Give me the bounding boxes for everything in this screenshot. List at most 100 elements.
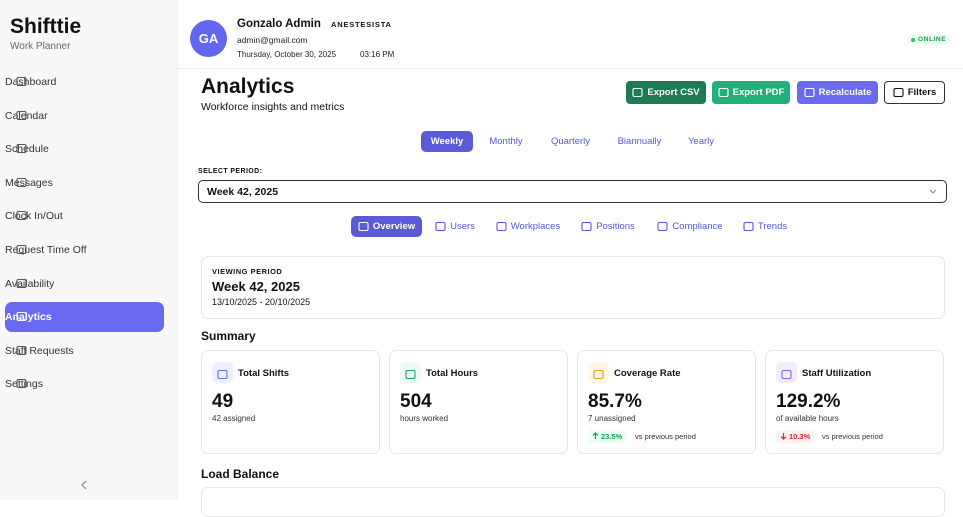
icon [16, 144, 27, 154]
view-tab[interactable]: Overview [351, 216, 422, 237]
icon [16, 278, 27, 288]
icon [804, 87, 815, 98]
load-card [201, 487, 945, 517]
icon [593, 369, 604, 380]
button-label: Export PDF [732, 87, 785, 98]
nav-label: Clock In/Out [5, 210, 63, 223]
period-select[interactable]: Week 42, 2025 [198, 180, 947, 203]
nav-item[interactable]: Settings [5, 369, 164, 399]
icon [217, 369, 228, 380]
date: Thursday, October 30, 2025 [237, 50, 337, 59]
icon [16, 312, 27, 322]
stat-card: Total Hours 504 hours worked [389, 350, 568, 454]
nav-item[interactable]: Staff Requests [5, 336, 164, 366]
period-tab[interactable]: Weekly [421, 131, 473, 152]
view-tab[interactable]: Workplaces [490, 216, 566, 237]
icon [16, 76, 27, 87]
icon [435, 221, 446, 232]
user-role: ANESTESISTA [331, 20, 392, 29]
period-tab[interactable]: Quarterly [550, 136, 591, 147]
brand-subtitle: Work Planner [10, 41, 71, 52]
card-note: of available hours [776, 414, 839, 423]
icon [16, 110, 27, 120]
tab-label: Positions [596, 221, 635, 232]
tab-label: Overview [372, 221, 416, 232]
user-name: Gonzalo Admin [237, 18, 321, 30]
tab-label: Workplaces [510, 221, 561, 232]
button-label: Filters [907, 87, 937, 98]
nav-label: Analytics [5, 311, 52, 324]
stat-card: Staff Utilization 129.2% of available hour… [765, 350, 944, 454]
view-tab[interactable]: Compliance [651, 216, 729, 237]
icon [358, 221, 369, 232]
tab-label: Trends [757, 221, 788, 232]
button-label: Export CSV [647, 87, 700, 98]
action-button[interactable]: Filters [884, 81, 945, 104]
view-tab[interactable]: Users [430, 216, 480, 237]
icon [893, 87, 904, 98]
icon [657, 221, 668, 232]
nav-item[interactable]: Analytics [5, 302, 164, 333]
page-title: Analytics [201, 75, 295, 98]
icon [16, 177, 27, 187]
nav-item[interactable]: Request Time Off [5, 235, 164, 265]
card-title: Total Hours [426, 368, 479, 379]
nav-item[interactable]: Calendar [5, 101, 164, 131]
viewing-label: VIEWING PERIOD [212, 267, 283, 276]
icon [16, 345, 27, 355]
change-value: 10.3% [789, 432, 811, 441]
nav-label: Schedule [5, 143, 49, 156]
header: GA Gonzalo Admin ANESTESISTA admin@gmail… [178, 0, 963, 69]
status-badge: ONLINE [908, 34, 951, 45]
change-badge: 10.3% [776, 430, 815, 443]
card-icon [212, 362, 233, 383]
icon [581, 221, 592, 232]
change-badge: 23.5% [588, 430, 627, 443]
arrow [592, 431, 601, 442]
action-button[interactable]: Export PDF [712, 81, 790, 104]
icon [781, 369, 792, 380]
icon [16, 379, 27, 389]
card-value: 85.7% [588, 391, 642, 412]
icon [718, 87, 729, 98]
nav-item[interactable]: Dashboard [5, 67, 164, 97]
tab-label: Compliance [672, 221, 723, 232]
card-note: 7 unassigned [588, 414, 636, 423]
nav-item[interactable]: Messages [5, 168, 164, 198]
section-title: Load Balance [201, 467, 280, 481]
collapse-button[interactable] [80, 480, 88, 490]
nav-item[interactable]: Availability [5, 269, 164, 299]
button-label: Recalculate [818, 87, 872, 98]
app: Shifttie Work Planner Dashboard Calendar S… [5, 0, 963, 517]
card-note: hours worked [400, 414, 449, 423]
period-tab[interactable]: Biannually [617, 136, 662, 147]
nav-item[interactable]: Schedule [5, 134, 164, 164]
viewing-name: Week 42, 2025 [212, 279, 300, 294]
nav-label: Availability [5, 277, 55, 290]
period-tab[interactable]: Monthly [489, 136, 523, 147]
nav-item[interactable]: Clock In/Out [5, 201, 164, 231]
user-email: admin@gmail.com [237, 35, 308, 45]
action-button[interactable]: Recalculate [797, 81, 878, 104]
card-value: 504 [400, 391, 432, 412]
viewing-range: 13/10/2025 - 20/10/2025 [212, 297, 311, 307]
card-icon [588, 362, 609, 383]
change-value: 23.5% [601, 432, 623, 441]
arrow [780, 432, 789, 442]
change-note: vs previous period [635, 432, 696, 441]
nav-label: Settings [5, 378, 43, 391]
section-title: Summary [201, 329, 256, 343]
action-button[interactable]: Export CSV [626, 81, 706, 104]
view-tab[interactable]: Trends [737, 216, 793, 237]
tab-label: Users [450, 221, 475, 232]
avatar[interactable]: GA [190, 20, 227, 57]
view-tab[interactable]: Positions [576, 216, 640, 237]
card-icon [400, 362, 421, 383]
stat-card: Coverage Rate 85.7% 7 unassigned 23.5% vs pr… [577, 350, 756, 454]
card-note: 42 assigned [212, 414, 256, 423]
period-tab[interactable]: Yearly [687, 136, 715, 147]
change-note: vs previous period [822, 432, 883, 441]
nav-label: Messages [5, 176, 53, 189]
viewing-box: VIEWING PERIOD Week 42, 2025 13/10/2025 … [201, 256, 945, 319]
status-text: ONLINE [918, 36, 947, 43]
